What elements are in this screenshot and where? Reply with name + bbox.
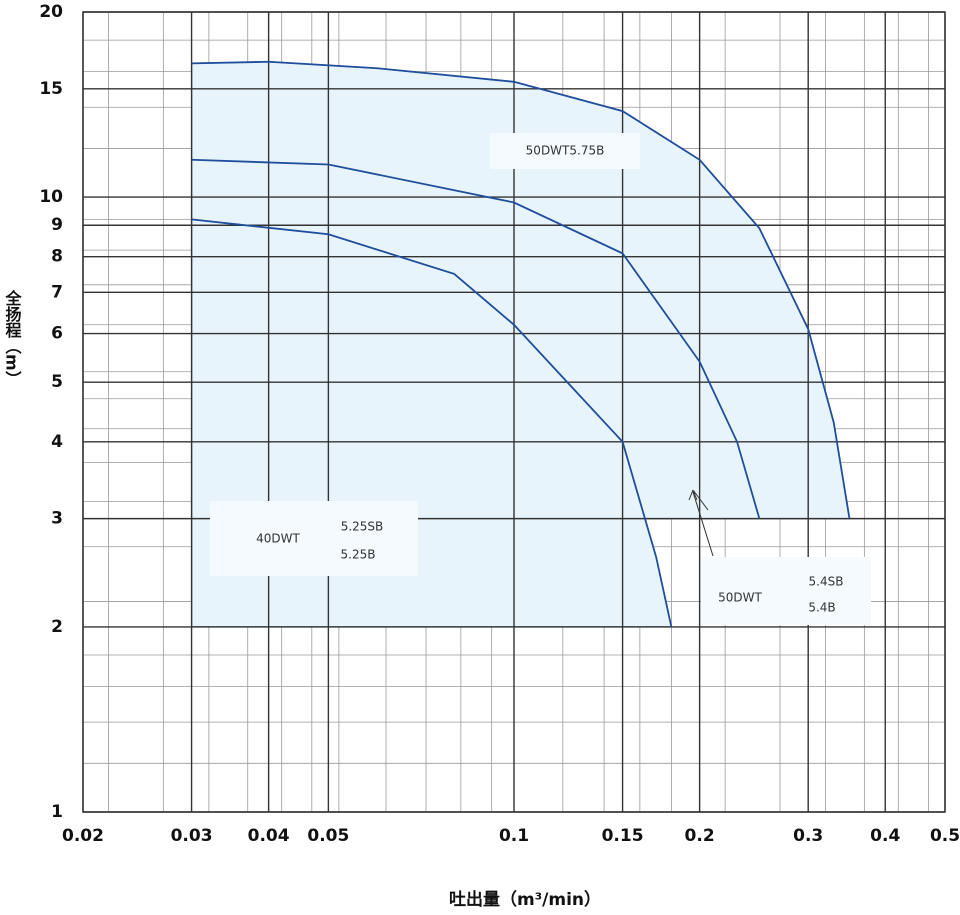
annotation-text: 5.25B [341, 548, 376, 562]
performance-curve [191, 218, 673, 628]
plot-frame [82, 11, 946, 813]
annotation-text: 50DWT [718, 591, 762, 605]
y-tick-label: 20 [39, 2, 63, 22]
annotation-text: 50DWT5.75B [526, 144, 605, 158]
x-tick-label: 0.3 [793, 826, 823, 846]
performance-curve [191, 60, 851, 519]
y-tick-label: 1 [51, 802, 63, 822]
y-tick-label: 9 [51, 215, 63, 235]
x-tick-label: 0.4 [870, 826, 900, 846]
annotation-text: 5.4B [808, 601, 835, 615]
y-tick-label: 5 [51, 372, 63, 392]
performance-curve [191, 158, 761, 519]
y-tick-label: 3 [51, 509, 63, 529]
x-tick-label: 0.2 [685, 826, 715, 846]
x-tick-label: 0.02 [62, 826, 104, 846]
annotation-arrow [692, 491, 714, 557]
x-tick-label: 0.04 [248, 826, 290, 846]
x-tick-label: 0.05 [307, 826, 349, 846]
y-tick-label: 6 [51, 324, 63, 344]
y-tick-label: 2 [51, 617, 63, 637]
x-axis-label: 吐出量（m³/min） [449, 889, 601, 910]
x-tick-label: 0.1 [499, 826, 529, 846]
x-tick-label: 0.5 [930, 826, 960, 846]
x-tick-label: 0.15 [602, 826, 644, 846]
annotation-box [490, 133, 640, 169]
annotation-text: 40DWT [256, 532, 300, 546]
y-tick-label: 15 [39, 79, 63, 99]
annotation-arrowhead [688, 489, 709, 511]
x-tick-label: 0.03 [171, 826, 213, 846]
y-axis-label: 全扬程（m） [3, 289, 23, 387]
y-tick-label: 10 [39, 187, 63, 207]
y-tick-label: 4 [51, 432, 63, 452]
y-tick-label: 7 [51, 282, 63, 302]
y-tick-label: 8 [51, 247, 63, 267]
annotation-text: 5.4SB [809, 575, 844, 589]
annotation-box [701, 557, 871, 625]
annotation-text: 5.25SB [341, 520, 384, 534]
annotation-box [210, 501, 418, 576]
